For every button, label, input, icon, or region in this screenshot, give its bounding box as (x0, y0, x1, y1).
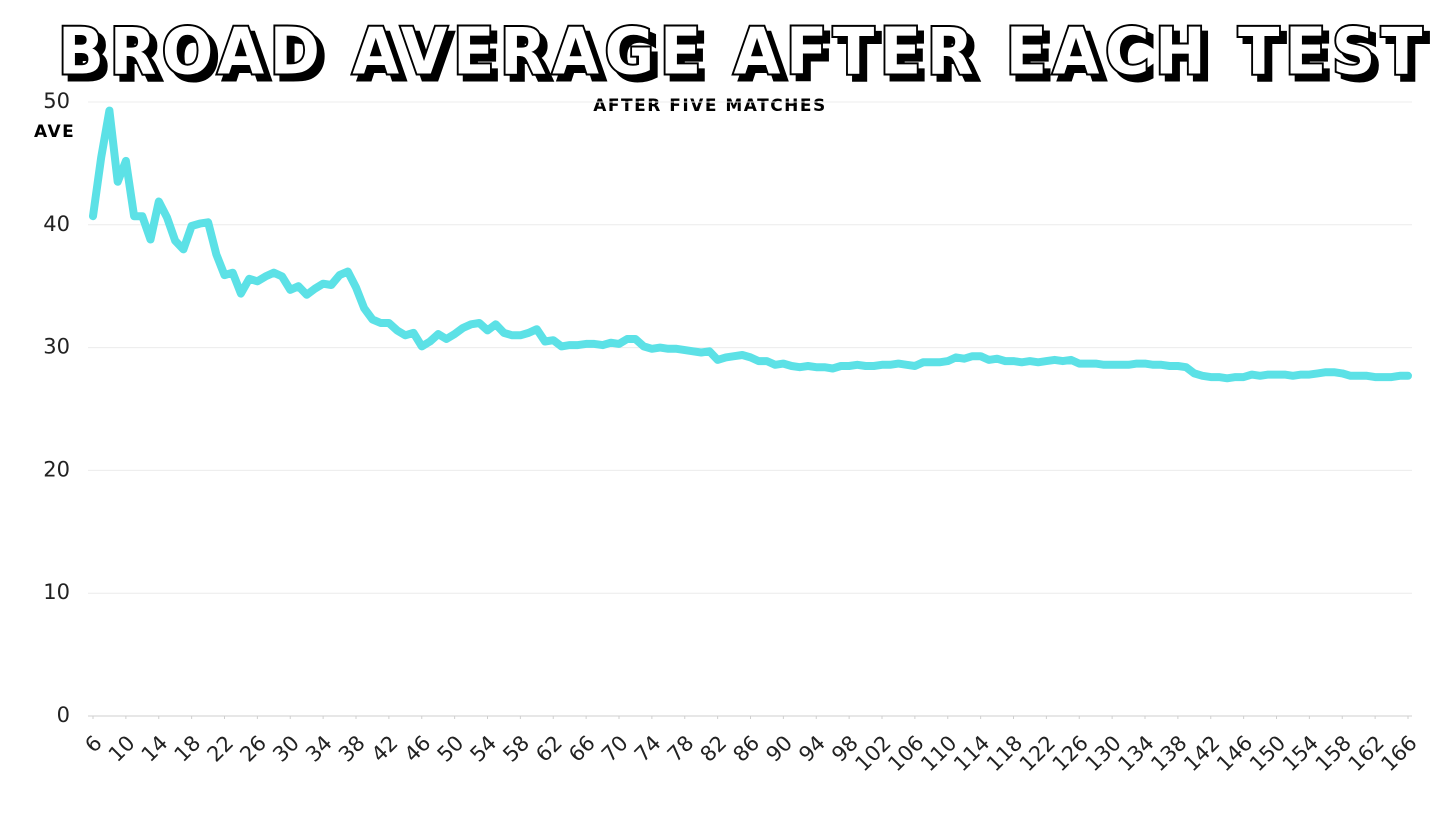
chart-title-shadow: BROAD AVERAGE AFTER EACH TEST (64, 22, 1434, 96)
x-tick-label: 50 (433, 731, 469, 767)
y-tick-label: 0 (57, 703, 70, 727)
y-tick-label: 50 (43, 89, 70, 113)
x-tick-label: 54 (465, 731, 501, 767)
x-tick-label: 58 (498, 731, 534, 767)
x-tick-label: 26 (235, 731, 271, 767)
x-tick-label: 78 (663, 731, 699, 767)
y-tick-label: 40 (43, 212, 70, 236)
x-tick-label: 22 (202, 731, 238, 767)
x-tick-label: 62 (531, 731, 567, 767)
x-tick-label: 38 (334, 731, 370, 767)
x-tick-label: 90 (761, 731, 797, 767)
data-line (89, 106, 1412, 383)
x-tick-label: 46 (400, 731, 436, 767)
y-tick-label: 30 (43, 335, 70, 359)
x-tick-label: 34 (301, 731, 337, 767)
x-tick-label: 30 (268, 731, 304, 767)
chart-subtitle: AFTER FIVE MATCHES (593, 96, 827, 116)
x-tick-label: 166 (1376, 731, 1421, 776)
x-tick-label: 94 (794, 731, 830, 767)
y-tick-label: 20 (43, 457, 70, 481)
x-tick-label: 14 (137, 731, 173, 767)
x-tick-label: 66 (564, 731, 600, 767)
chart-title: BROAD AVERAGE AFTER EACH TEST (58, 16, 1428, 90)
x-tick-label: 42 (367, 731, 403, 767)
x-tick-label: 86 (728, 731, 764, 767)
y-axis-label: AVE (34, 122, 75, 142)
x-tick-label: 82 (696, 731, 732, 767)
x-tick-label: 10 (104, 731, 140, 767)
x-tick-label: 6 (80, 731, 106, 757)
y-tick-label: 10 (43, 580, 70, 604)
x-tick-label: 70 (597, 731, 633, 767)
x-tick-label: 74 (630, 731, 666, 767)
x-tick-label: 18 (170, 731, 206, 767)
